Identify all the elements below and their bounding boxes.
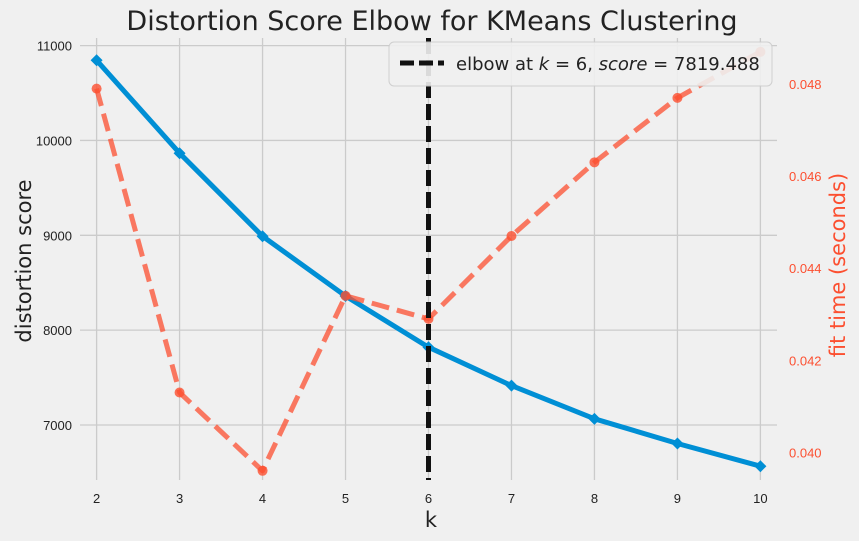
distortion-point (173, 147, 186, 160)
chart-title: Distortion Score Elbow for KMeans Cluste… (126, 6, 737, 37)
distortion-point (588, 412, 601, 425)
distortion-point (754, 460, 767, 473)
distortion-point (671, 437, 684, 450)
y2-tick-label: 0.040 (789, 445, 822, 460)
y-tick-label: 11000 (37, 39, 72, 54)
x-ticks: 2 3 4 5 6 7 8 9 10 (93, 491, 768, 506)
distortion-point (256, 230, 269, 243)
x-tick-label: 4 (259, 491, 266, 506)
x-tick-label: 2 (93, 491, 100, 506)
y2-tick-label: 0.042 (789, 353, 822, 368)
x-tick-label: 3 (176, 491, 183, 506)
legend: elbow at k = 6, score = 7819.488 (388, 41, 773, 87)
y2-tick-label: 0.048 (789, 77, 822, 92)
y2-tick-label: 0.046 (789, 169, 822, 184)
legend-label: elbow at k = 6, score = 7819.488 (456, 54, 760, 75)
fit-time-point (257, 465, 268, 476)
fit-time-point (672, 92, 683, 103)
legend-box (388, 41, 773, 87)
x-tick-label: 6 (425, 491, 432, 506)
x-tick-label: 7 (508, 491, 515, 506)
fit-time-point (91, 83, 102, 94)
x-axis-label: k (425, 508, 438, 532)
y-tick-label: 10000 (36, 133, 72, 148)
y-ticks: 7000 8000 9000 10000 11000 (36, 39, 72, 433)
y2-axis-label: fit time (seconds) (826, 173, 850, 357)
x-tick-label: 5 (342, 491, 349, 506)
y-tick-label: 9000 (43, 228, 72, 243)
y-tick-label: 8000 (43, 323, 72, 338)
distortion-point (90, 54, 103, 67)
distortion-point (505, 379, 518, 392)
fit-time-point (174, 387, 185, 398)
y-axis-label: distortion score (12, 179, 36, 342)
fit-time-point (506, 230, 517, 241)
y2-tick-label: 0.044 (789, 261, 822, 276)
x-tick-label: 10 (753, 491, 767, 506)
y-tick-label: 7000 (43, 418, 72, 433)
x-tick-label: 9 (674, 491, 681, 506)
x-tick-label: 8 (591, 491, 598, 506)
fit-time-point (589, 157, 600, 168)
fit-time-point (340, 290, 351, 301)
y2-ticks: 0.040 0.042 0.044 0.046 0.048 (789, 77, 822, 460)
